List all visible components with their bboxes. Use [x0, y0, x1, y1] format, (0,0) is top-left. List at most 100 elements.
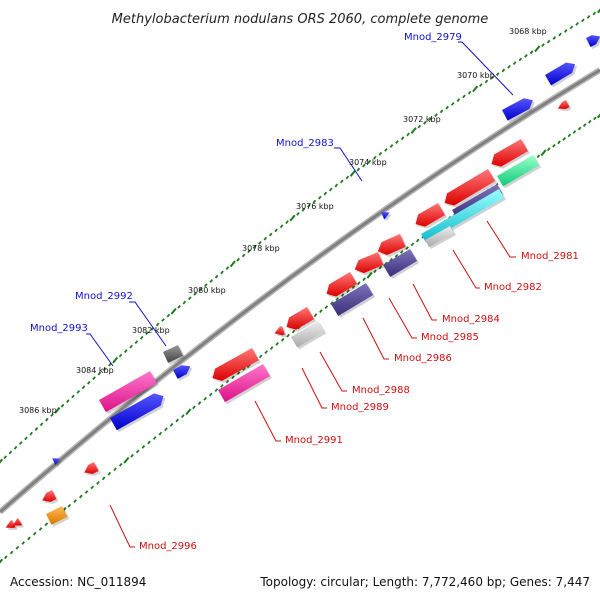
minor-tick: [108, 362, 112, 367]
leader-line: [458, 41, 514, 96]
gene-label[interactable]: Mnod_2979: [404, 32, 462, 43]
minor-tick: [518, 57, 523, 62]
minor-tick: [335, 297, 339, 301]
major-tick: [410, 127, 417, 134]
minor-tick: [38, 527, 43, 531]
gene-feature[interactable]: [444, 169, 496, 206]
gene-feature[interactable]: [46, 506, 68, 525]
gene-feature[interactable]: [331, 283, 374, 317]
major-tick: [366, 271, 373, 279]
minor-tick: [107, 471, 112, 476]
gene-feature[interactable]: [51, 458, 60, 466]
leader-line: [129, 301, 167, 347]
gene-feature[interactable]: [326, 272, 358, 297]
minor-tick: [340, 293, 345, 297]
minor-tick: [552, 143, 556, 148]
minor-tick: [593, 116, 597, 121]
minor-tick: [181, 414, 185, 418]
gene-mnod-2993[interactable]: [99, 371, 157, 413]
major-tick: [540, 149, 547, 157]
gene-mnod-2991[interactable]: [212, 348, 259, 381]
minor-tick: [90, 485, 95, 490]
gene-feature[interactable]: [12, 518, 22, 526]
gene-feature[interactable]: [5, 520, 16, 529]
gene-label[interactable]: Mnod_2993: [30, 323, 88, 334]
minor-tick: [161, 318, 165, 322]
minor-tick: [158, 431, 163, 436]
minor-tick: [410, 242, 415, 247]
gene-mnod-2985[interactable]: [354, 252, 384, 274]
minor-tick: [66, 399, 70, 403]
leader-line: [301, 367, 327, 409]
minor-tick: [581, 18, 585, 23]
minor-tick: [258, 240, 262, 245]
gene-label[interactable]: Mnod_2988: [352, 385, 410, 396]
leader-line: [486, 220, 516, 258]
minor-tick: [340, 179, 344, 184]
minor-tick: [296, 212, 300, 216]
minor-tick: [507, 64, 511, 69]
gene-feature[interactable]: [173, 365, 191, 379]
gene-mnod-2984[interactable]: [377, 234, 406, 255]
minor-tick: [479, 83, 483, 88]
gene-mnod-2996[interactable]: [42, 490, 57, 502]
minor-tick: [231, 375, 235, 380]
minor-tick: [118, 353, 123, 358]
kbp-label: 3080 kbp: [188, 286, 226, 295]
minor-tick: [76, 389, 81, 394]
minor-tick: [275, 341, 279, 346]
minor-tick: [197, 401, 202, 405]
gene-label[interactable]: Mnod_2989: [331, 402, 389, 413]
gene-mnod-2979[interactable]: [545, 62, 576, 86]
minor-tick: [15, 545, 20, 550]
gene-label[interactable]: Mnod_2991: [285, 435, 343, 446]
gene-arrow[interactable]: [586, 35, 600, 47]
gene-mnod-2986[interactable]: [383, 249, 418, 278]
gene-label[interactable]: Mnod_2983: [276, 138, 334, 149]
gene-feature[interactable]: [557, 100, 570, 110]
gene-label[interactable]: Mnod_2996: [139, 541, 197, 552]
major-tick: [112, 356, 119, 364]
kbp-label: 3072 kbp: [403, 115, 441, 124]
minor-tick: [529, 50, 534, 55]
gene-label[interactable]: Mnod_2986: [394, 353, 452, 364]
gene-feature[interactable]: [415, 203, 445, 227]
gene-mnod-2981[interactable]: [497, 155, 540, 187]
gene-label[interactable]: Mnod_2981: [521, 251, 579, 262]
kbp-label: 3086 kbp: [19, 406, 57, 415]
gene-feature[interactable]: [218, 364, 271, 403]
gene-label[interactable]: Mnod_2982: [484, 282, 542, 293]
gene-mnod-2992[interactable]: [163, 345, 184, 363]
gene-feature[interactable]: [491, 139, 528, 167]
minor-tick: [268, 232, 273, 237]
minor-tick: [362, 277, 366, 282]
major-tick: [596, 8, 600, 14]
gene-labels-reverse: Mnod_2981 Mnod_2982 Mnod_2984 Mnod_2985 …: [139, 251, 579, 552]
leader-line: [362, 317, 389, 360]
minor-tick: [129, 344, 133, 349]
gene-feature[interactable]: [274, 326, 285, 336]
minor-tick: [34, 427, 39, 431]
minor-tick: [345, 175, 350, 180]
minor-tick: [21, 541, 25, 545]
minor-tick: [118, 462, 123, 467]
gene-feature[interactable]: [110, 393, 164, 431]
minor-tick: [569, 25, 574, 30]
minor-tick: [536, 154, 541, 159]
gene-mnod-2988[interactable]: [286, 307, 315, 330]
minor-tick: [312, 199, 317, 204]
minor-tick: [71, 394, 75, 399]
minor-tick: [319, 309, 323, 314]
gene-label[interactable]: Mnod_2985: [421, 332, 479, 343]
gene-feature[interactable]: [502, 98, 533, 121]
gene-feature[interactable]: [84, 462, 99, 474]
gene-label[interactable]: Mnod_2984: [442, 314, 500, 325]
minor-tick: [367, 159, 372, 164]
gene-mnod-2983[interactable]: [381, 211, 390, 220]
gene-label[interactable]: Mnod_2992: [75, 291, 133, 302]
gene-feature[interactable]: [425, 226, 454, 247]
gene-mnod-2989[interactable]: [291, 321, 325, 348]
minor-tick: [252, 245, 257, 249]
minor-tick: [81, 385, 86, 390]
gene-mnod-2982[interactable]: [421, 189, 504, 243]
